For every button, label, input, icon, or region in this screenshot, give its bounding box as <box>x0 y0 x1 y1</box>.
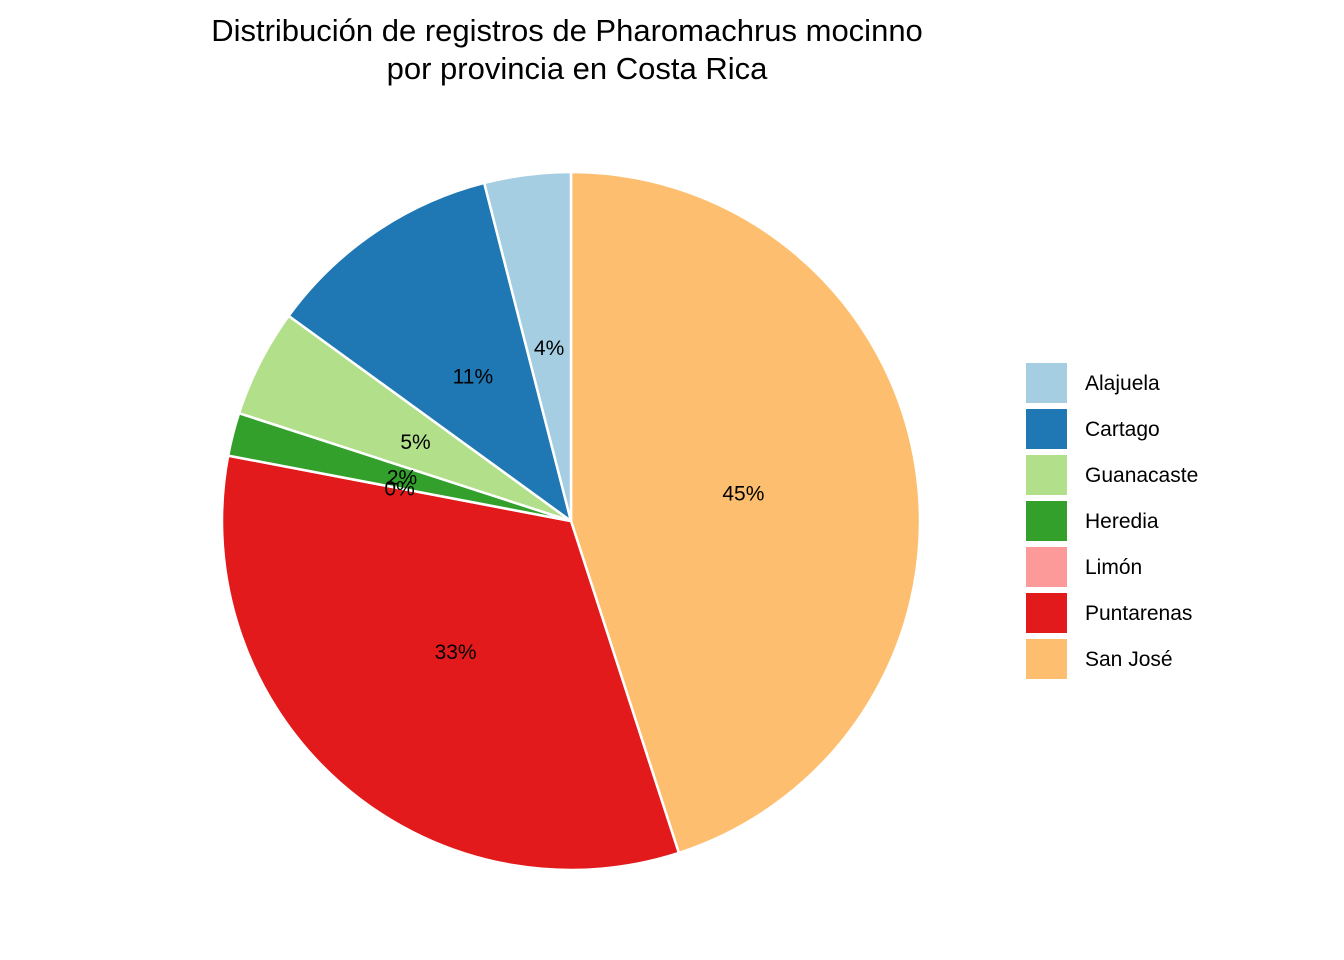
legend-label-cartago: Cartago <box>1085 418 1160 441</box>
pie-slice-puntarenas <box>220 454 681 872</box>
pie-slices <box>220 170 922 872</box>
chart-title-line-1: Distribución de registros de Pharomachru… <box>211 13 923 48</box>
chart-title: Distribución de registros de Pharomachru… <box>211 13 923 86</box>
legend-swatch-alajuela <box>1026 363 1067 403</box>
legend-swatch-cartago <box>1026 409 1067 449</box>
pie-slice-san-jose <box>569 170 922 855</box>
pie-label-heredia: 2% <box>387 467 417 490</box>
legend-label-alajuela: Alajuela <box>1085 372 1160 395</box>
pie-label-puntarenas: 33% <box>435 641 477 664</box>
pie-label-guanacaste: 5% <box>400 431 430 454</box>
pie-label-alajuela: 4% <box>534 337 564 360</box>
legend-swatch-heredia <box>1026 501 1067 541</box>
pie-percent-labels: 45% 33% 0%2% 5% 11% 4% <box>384 337 764 664</box>
legend-swatch-guanacaste <box>1026 455 1067 495</box>
legend-label-limon: Limón <box>1085 556 1142 579</box>
chart-title-line-2: por provincia en Costa Rica <box>387 51 769 86</box>
pie-slice-cartago <box>287 181 573 523</box>
legend-swatch-san-jose <box>1026 639 1067 679</box>
legend-swatch-limon <box>1026 547 1067 587</box>
pie-label-san-jose: 45% <box>722 483 764 506</box>
pie-label-limon: 0% <box>384 477 414 500</box>
legend-label-guanacaste: Guanacaste <box>1085 464 1198 487</box>
pie-label-cartago: 11% <box>453 366 493 389</box>
legend-label-puntarenas: Puntarenas <box>1085 602 1192 625</box>
legend-label-san-jose: San José <box>1085 648 1173 671</box>
legend-label-heredia: Heredia <box>1085 510 1159 533</box>
legend-swatch-puntarenas <box>1026 593 1067 633</box>
pie-slice-alajuela <box>482 170 573 523</box>
legend: Alajuela Cartago Guanacaste Heredia Limón Pun… <box>1026 363 1198 679</box>
